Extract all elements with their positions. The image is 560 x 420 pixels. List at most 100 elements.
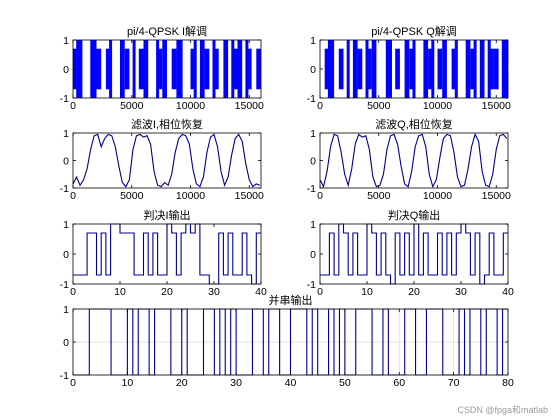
y-tick-label: -1 <box>307 93 316 105</box>
series-line <box>72 133 261 188</box>
envelope-band <box>489 48 494 90</box>
y-tick-label: 0 <box>63 156 69 168</box>
envelope-band <box>176 40 182 98</box>
envelope-band <box>357 48 363 90</box>
y-tick-label: 1 <box>310 35 316 47</box>
envelope-band <box>428 48 433 90</box>
envelope-band <box>138 48 144 90</box>
series-line <box>73 223 261 285</box>
subplot-title: pi/4-QPSK Q解调 <box>371 24 457 38</box>
y-tick-label: 0 <box>310 249 316 261</box>
x-tick-label: 40 <box>255 286 267 298</box>
x-tick-label: 0 <box>70 286 76 298</box>
x-tick-label: 0 <box>317 286 323 298</box>
envelope-band <box>214 48 219 90</box>
y-tick-label: -1 <box>60 183 69 195</box>
x-tick-label: 10000 <box>176 100 205 112</box>
envelope-peak <box>431 40 435 98</box>
x-tick-label: 5000 <box>367 100 391 112</box>
envelope-peak <box>90 40 94 98</box>
y-tick-label: 0 <box>63 64 69 76</box>
envelope-peak <box>412 40 416 98</box>
envelope-band <box>404 40 410 98</box>
envelope-band <box>232 48 238 90</box>
envelope-band <box>246 48 252 90</box>
y-tick-label: 1 <box>63 128 69 140</box>
envelope-band <box>470 48 476 90</box>
envelope-band <box>204 48 210 90</box>
x-tick-label: 5000 <box>120 190 144 202</box>
watermark-text: CSDN @fpga和matlab <box>457 405 548 415</box>
envelope-peak <box>212 40 216 98</box>
y-tick-label: 0 <box>63 249 69 261</box>
series-line <box>319 132 508 189</box>
subplot-title: pi/4-QPSK I解调 <box>127 24 207 38</box>
y-tick-label: -1 <box>307 279 316 291</box>
envelope-band <box>157 48 163 90</box>
series-line <box>73 308 508 376</box>
y-tick-label: 1 <box>63 304 69 316</box>
x-tick-label: 50 <box>339 377 351 389</box>
y-tick-label: -1 <box>60 279 69 291</box>
envelope-band <box>423 40 429 98</box>
x-tick-label: 10000 <box>176 190 205 202</box>
envelope-peak <box>193 40 197 98</box>
subplot-title: 判决Q输出 <box>388 208 441 222</box>
subplot-title: 并串输出 <box>269 293 313 307</box>
x-tick-label: 80 <box>502 377 514 389</box>
envelope-peak <box>132 40 136 98</box>
envelope-peak <box>501 40 505 98</box>
x-tick-label: 30 <box>208 286 220 298</box>
envelope-peak <box>109 40 113 98</box>
envelope-band <box>395 48 400 90</box>
y-tick-label: 0 <box>63 337 69 349</box>
envelope-band <box>465 40 471 98</box>
x-tick-label: 40 <box>502 286 514 298</box>
x-tick-label: 15000 <box>235 190 264 202</box>
envelope-band <box>367 48 372 90</box>
x-tick-label: 40 <box>285 377 297 389</box>
envelope-peak <box>76 40 80 98</box>
x-tick-label: 20 <box>161 286 173 298</box>
envelope-band <box>143 40 149 98</box>
envelope-band <box>171 48 177 90</box>
envelope-peak <box>179 40 183 98</box>
envelope-band <box>324 48 330 90</box>
y-tick-label: -1 <box>60 370 69 382</box>
x-tick-label: 0 <box>70 100 76 112</box>
x-tick-label: 5000 <box>120 100 144 112</box>
x-tick-label: 30 <box>455 286 467 298</box>
envelope-peak <box>156 40 160 98</box>
envelope-peak <box>487 40 491 98</box>
envelope-peak <box>245 40 249 98</box>
envelope-band <box>77 40 83 98</box>
envelope-band <box>223 40 229 98</box>
x-tick-label: 10000 <box>423 100 452 112</box>
y-tick-label: 1 <box>63 219 69 231</box>
x-tick-label: 5000 <box>367 190 391 202</box>
subplot-title: 判决I输出 <box>143 208 190 222</box>
envelope-peak <box>473 40 477 98</box>
subplot-title: 滤波Q,相位恢复 <box>375 117 453 131</box>
envelope-band <box>338 48 344 90</box>
x-tick-label: 15000 <box>482 190 511 202</box>
x-tick-label: 20 <box>176 377 188 389</box>
x-tick-label: 0 <box>317 190 323 202</box>
x-tick-label: 15000 <box>482 100 511 112</box>
x-tick-label: 10000 <box>423 190 452 202</box>
y-tick-label: 0 <box>310 156 316 168</box>
x-tick-label: 0 <box>70 377 76 389</box>
subplot-title: 滤波I,相位恢复 <box>131 117 203 131</box>
x-tick-label: 15000 <box>235 100 264 112</box>
envelope-peak <box>346 40 350 98</box>
envelope-band <box>409 48 414 90</box>
y-tick-label: 1 <box>310 219 316 231</box>
envelope-band <box>96 48 102 90</box>
envelope-peak <box>389 40 392 98</box>
x-tick-label: 10 <box>122 377 134 389</box>
